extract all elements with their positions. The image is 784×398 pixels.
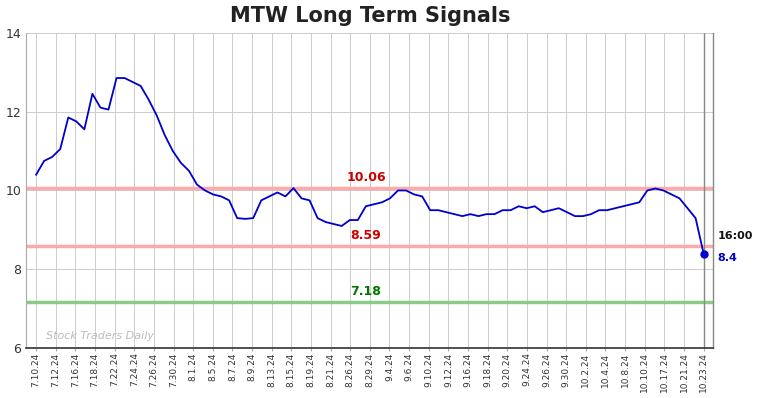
Text: 10.06: 10.06 [346,171,386,184]
Text: 7.18: 7.18 [350,285,381,298]
Text: 16:00: 16:00 [717,231,753,241]
Title: MTW Long Term Signals: MTW Long Term Signals [230,6,510,25]
Text: 8.4: 8.4 [717,253,738,263]
Text: Stock Traders Daily: Stock Traders Daily [46,332,154,341]
Text: 8.59: 8.59 [350,229,381,242]
